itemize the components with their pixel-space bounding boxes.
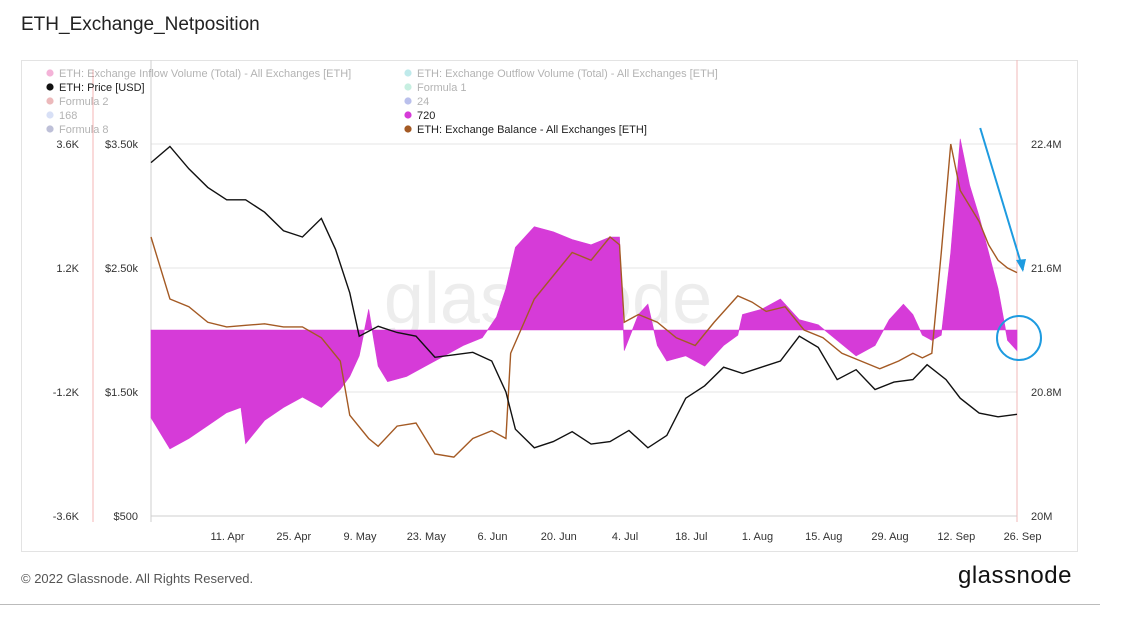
- y-tick-price: $1.50k: [105, 387, 139, 399]
- x-tick-label: 15. Aug: [805, 531, 842, 543]
- legend-label: ETH: Exchange Inflow Volume (Total) - Al…: [59, 68, 351, 80]
- legend-marker: [404, 97, 412, 105]
- area-series-720: [150, 138, 1018, 450]
- legend-label: Formula 8: [59, 124, 109, 136]
- x-tick-label: 20. Jun: [541, 531, 577, 543]
- legend-marker: [404, 83, 412, 91]
- y-tick-balance: 21.6M: [1031, 263, 1062, 275]
- x-tick-label: 1. Aug: [742, 531, 773, 543]
- annotation-arrow-head: [1016, 259, 1026, 272]
- legend-label: 168: [59, 110, 77, 122]
- x-tick-label: 25. Apr: [276, 531, 311, 543]
- copyright-text: © 2022 Glassnode. All Rights Reserved.: [21, 571, 254, 586]
- legend-label: 720: [417, 110, 435, 122]
- y-tick-price: $2.50k: [105, 263, 139, 275]
- legend-marker: [46, 69, 54, 77]
- legend-marker: [404, 111, 412, 119]
- y-tick-balance: 22.4M: [1031, 139, 1062, 151]
- annotation-circle: [996, 315, 1042, 361]
- legend-label: ETH: Exchange Balance - All Exchanges [E…: [417, 124, 647, 136]
- y-tick-net: 1.2K: [56, 263, 79, 275]
- y-tick-net: -3.6K: [53, 511, 80, 523]
- legend-label: ETH: Exchange Outflow Volume (Total) - A…: [417, 68, 718, 80]
- x-tick-label: 29. Aug: [871, 531, 908, 543]
- x-tick-label: 18. Jul: [675, 531, 707, 543]
- chart-title: ETH_Exchange_Netposition: [21, 14, 260, 35]
- legend-label: ETH: Price [USD]: [59, 82, 145, 94]
- y-tick-balance: 20M: [1031, 511, 1052, 523]
- y-tick-price: $3.50k: [105, 139, 139, 151]
- y-tick-price: $500: [114, 511, 138, 523]
- footer-divider: [0, 604, 1100, 605]
- y-tick-net: 3.6K: [56, 139, 79, 151]
- x-tick-label: 12. Sep: [937, 531, 975, 543]
- x-tick-label: 23. May: [407, 531, 447, 543]
- legend-marker: [404, 69, 412, 77]
- line-series-exchange-balance: [150, 143, 1018, 458]
- y-tick-balance: 20.8M: [1031, 387, 1062, 399]
- x-tick-label: 6. Jun: [478, 531, 508, 543]
- legend-label: Formula 1: [417, 82, 467, 94]
- legend-marker: [46, 83, 54, 91]
- legend-marker: [46, 111, 54, 119]
- glassnode-logo[interactable]: glassnode: [958, 562, 1072, 589]
- legend-marker: [404, 125, 412, 133]
- legend-marker: [46, 125, 54, 133]
- x-tick-label: 26. Sep: [1004, 531, 1042, 543]
- x-tick-label: 4. Jul: [612, 531, 638, 543]
- x-tick-label: 9. May: [344, 531, 378, 543]
- x-tick-label: 11. Apr: [210, 531, 244, 543]
- line-series-price: [150, 145, 1018, 449]
- y-tick-net: -1.2K: [53, 387, 80, 399]
- legend-label: 24: [417, 96, 429, 108]
- legend-label: Formula 2: [59, 96, 109, 108]
- annotation-arrow-line: [979, 127, 1024, 271]
- legend-marker: [46, 97, 54, 105]
